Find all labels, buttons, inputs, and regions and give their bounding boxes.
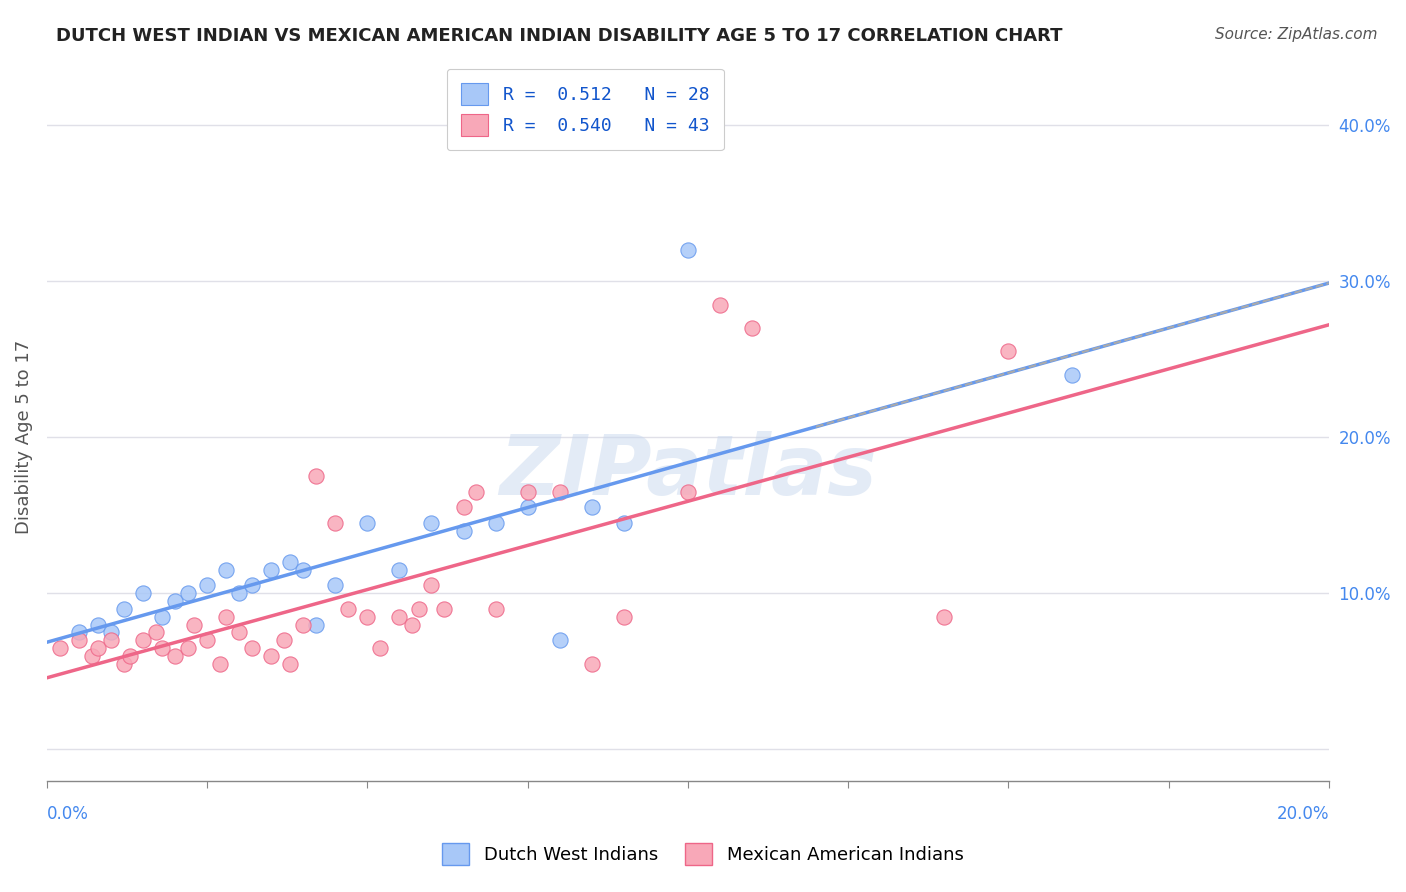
Point	[676, 484, 699, 499]
Point	[408, 602, 430, 616]
Point	[177, 586, 200, 600]
Point	[280, 657, 302, 671]
Point	[548, 484, 571, 499]
Point	[67, 633, 90, 648]
Text: 0.0%: 0.0%	[46, 805, 89, 823]
Point	[401, 617, 423, 632]
Point	[112, 657, 135, 671]
Point	[305, 617, 328, 632]
Point	[1062, 368, 1084, 382]
Point	[228, 586, 250, 600]
Point	[548, 633, 571, 648]
Point	[240, 640, 263, 655]
Point	[132, 586, 155, 600]
Point	[87, 640, 110, 655]
Point	[273, 633, 295, 648]
Point	[208, 657, 231, 671]
Point	[676, 243, 699, 257]
Point	[165, 648, 187, 663]
Point	[215, 609, 238, 624]
Point	[80, 648, 103, 663]
Text: 20.0%: 20.0%	[1277, 805, 1329, 823]
Point	[240, 578, 263, 592]
Point	[356, 609, 378, 624]
Point	[465, 484, 488, 499]
Legend: Dutch West Indians, Mexican American Indians: Dutch West Indians, Mexican American Ind…	[433, 834, 973, 874]
Point	[613, 516, 636, 530]
Point	[337, 602, 360, 616]
Y-axis label: Disability Age 5 to 17: Disability Age 5 to 17	[15, 340, 32, 534]
Text: Source: ZipAtlas.com: Source: ZipAtlas.com	[1215, 27, 1378, 42]
Point	[48, 640, 70, 655]
Point	[280, 555, 302, 569]
Point	[165, 594, 187, 608]
Point	[368, 640, 391, 655]
Point	[453, 500, 475, 515]
Point	[260, 648, 283, 663]
Text: DUTCH WEST INDIAN VS MEXICAN AMERICAN INDIAN DISABILITY AGE 5 TO 17 CORRELATION : DUTCH WEST INDIAN VS MEXICAN AMERICAN IN…	[56, 27, 1063, 45]
Point	[100, 633, 122, 648]
Point	[433, 602, 456, 616]
Point	[145, 625, 167, 640]
Point	[292, 563, 315, 577]
Point	[195, 578, 218, 592]
Point	[484, 516, 506, 530]
Point	[356, 516, 378, 530]
Point	[388, 563, 411, 577]
Point	[87, 617, 110, 632]
Point	[260, 563, 283, 577]
Point	[120, 648, 142, 663]
Point	[323, 578, 346, 592]
Point	[388, 609, 411, 624]
Point	[484, 602, 506, 616]
Legend: R =  0.512   N = 28, R =  0.540   N = 43: R = 0.512 N = 28, R = 0.540 N = 43	[447, 69, 724, 151]
Point	[112, 602, 135, 616]
Point	[228, 625, 250, 640]
Point	[132, 633, 155, 648]
Point	[453, 524, 475, 538]
Point	[934, 609, 956, 624]
Point	[323, 516, 346, 530]
Point	[613, 609, 636, 624]
Point	[516, 500, 538, 515]
Point	[150, 640, 173, 655]
Point	[215, 563, 238, 577]
Point	[420, 578, 443, 592]
Point	[292, 617, 315, 632]
Point	[997, 344, 1019, 359]
Point	[581, 500, 603, 515]
Point	[195, 633, 218, 648]
Point	[183, 617, 205, 632]
Point	[420, 516, 443, 530]
Text: ZIPatlas: ZIPatlas	[499, 431, 877, 512]
Point	[305, 469, 328, 483]
Point	[100, 625, 122, 640]
Point	[709, 297, 731, 311]
Point	[67, 625, 90, 640]
Point	[516, 484, 538, 499]
Point	[581, 657, 603, 671]
Point	[177, 640, 200, 655]
Point	[150, 609, 173, 624]
Point	[741, 321, 763, 335]
